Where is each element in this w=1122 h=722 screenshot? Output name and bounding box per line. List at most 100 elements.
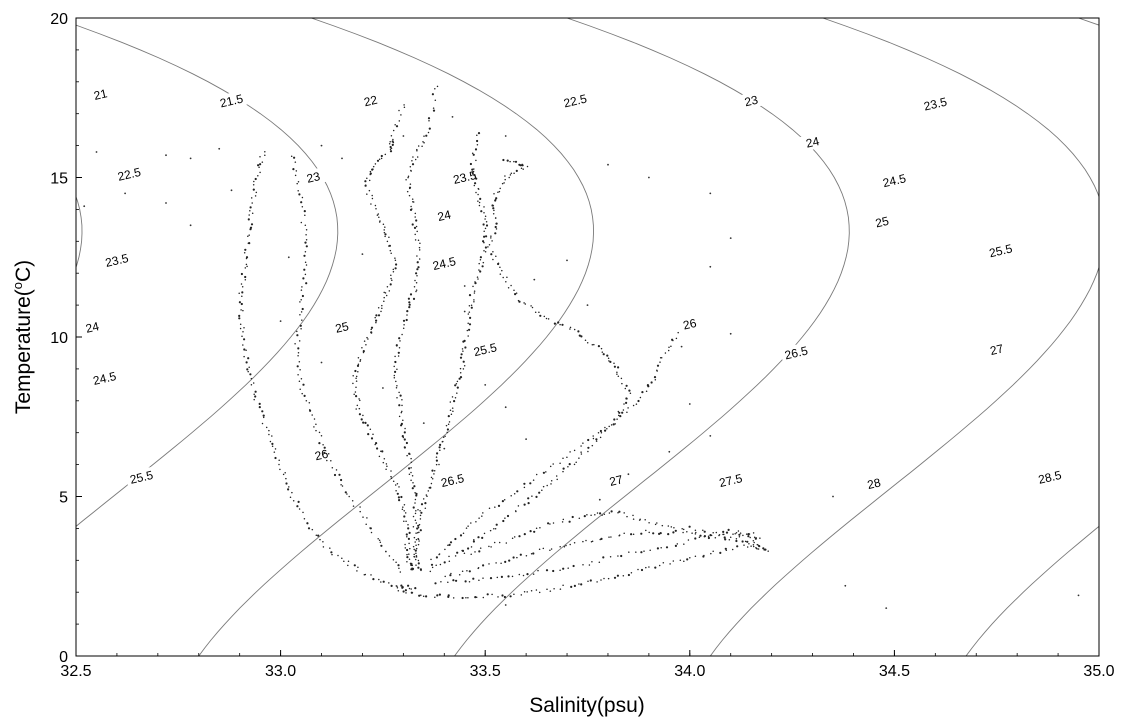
data-point [470, 304, 473, 307]
data-point [300, 311, 303, 313]
data-point [433, 470, 436, 472]
data-point [573, 541, 576, 544]
data-point [741, 540, 744, 543]
data-point [388, 290, 391, 292]
data-point [482, 223, 485, 226]
data-point [369, 173, 371, 176]
data-point [742, 534, 744, 537]
data-point [747, 535, 750, 538]
data-point [258, 406, 261, 409]
data-point [300, 327, 302, 330]
data-point [525, 438, 527, 440]
data-point [305, 245, 308, 248]
data-point [470, 522, 472, 524]
data-point [649, 549, 651, 552]
data-point [414, 558, 417, 561]
data-point [628, 551, 630, 553]
data-point [414, 212, 417, 215]
data-point [506, 276, 508, 279]
data-point [587, 438, 590, 442]
data-point [476, 276, 479, 278]
data-point [640, 551, 643, 554]
data-point [300, 298, 302, 301]
data-point [369, 170, 372, 173]
data-point [521, 163, 523, 166]
data-point [403, 324, 405, 326]
data-point [278, 463, 280, 466]
data-point [245, 263, 248, 266]
data-point [448, 421, 451, 423]
data-point [458, 377, 461, 380]
data-point [520, 167, 523, 170]
isopycnal-label-bg [100, 249, 134, 271]
data-point [602, 556, 605, 559]
data-point [467, 335, 469, 337]
plot-frame [75, 17, 1100, 657]
data-point [672, 339, 674, 342]
data-point [366, 193, 368, 195]
data-point [637, 568, 639, 571]
data-point [584, 339, 587, 341]
data-point [395, 125, 399, 128]
data-point [357, 356, 360, 359]
data-point [413, 285, 416, 288]
data-point [411, 198, 414, 200]
data-point [832, 495, 834, 498]
data-point [580, 451, 582, 453]
x-tick-label: 33.0 [265, 663, 296, 680]
data-point [398, 415, 401, 418]
data-point [405, 520, 407, 522]
data-point [520, 594, 523, 596]
data-point [545, 569, 549, 572]
data-point [632, 533, 635, 535]
data-point [505, 280, 507, 283]
data-point [331, 466, 334, 469]
data-point [694, 533, 697, 535]
data-point [714, 536, 717, 539]
data-point [443, 561, 446, 564]
data-point [337, 554, 339, 557]
data-point [303, 394, 306, 397]
data-point [450, 413, 453, 415]
data-point [257, 174, 259, 177]
data-point [431, 566, 434, 569]
y-axis-title: Temperature(oC) [10, 260, 35, 414]
data-point [439, 563, 442, 566]
data-point [395, 561, 397, 563]
data-point [732, 533, 734, 535]
data-point [408, 553, 410, 555]
data-point [484, 384, 487, 386]
data-point [359, 360, 361, 362]
data-point [298, 360, 301, 363]
data-point [411, 564, 414, 567]
data-point [271, 445, 274, 447]
data-point [376, 214, 379, 216]
data-point [694, 537, 697, 540]
data-point [473, 174, 476, 177]
data-point [380, 544, 383, 547]
data-point [417, 526, 420, 529]
data-point [578, 517, 581, 520]
data-point [405, 318, 408, 322]
data-point [408, 473, 411, 476]
isopycnal-label-bg [984, 239, 1017, 262]
data-point [616, 373, 618, 375]
data-point [253, 180, 255, 183]
data-point [274, 448, 277, 450]
isopycnal-label: 22 [363, 93, 379, 110]
data-point [402, 506, 404, 508]
data-point [645, 566, 647, 569]
isopycnal-label-bg [88, 367, 121, 389]
data-point [377, 314, 381, 317]
data-point [326, 459, 328, 462]
data-point [578, 583, 580, 585]
data-point [659, 357, 662, 359]
data-point [526, 591, 528, 593]
data-point [478, 204, 481, 207]
data-point [474, 282, 477, 285]
data-point [318, 431, 321, 434]
data-point [383, 291, 385, 294]
data-point [354, 391, 357, 393]
isopycnal-label: 21.5 [219, 91, 245, 110]
data-point [254, 177, 257, 181]
